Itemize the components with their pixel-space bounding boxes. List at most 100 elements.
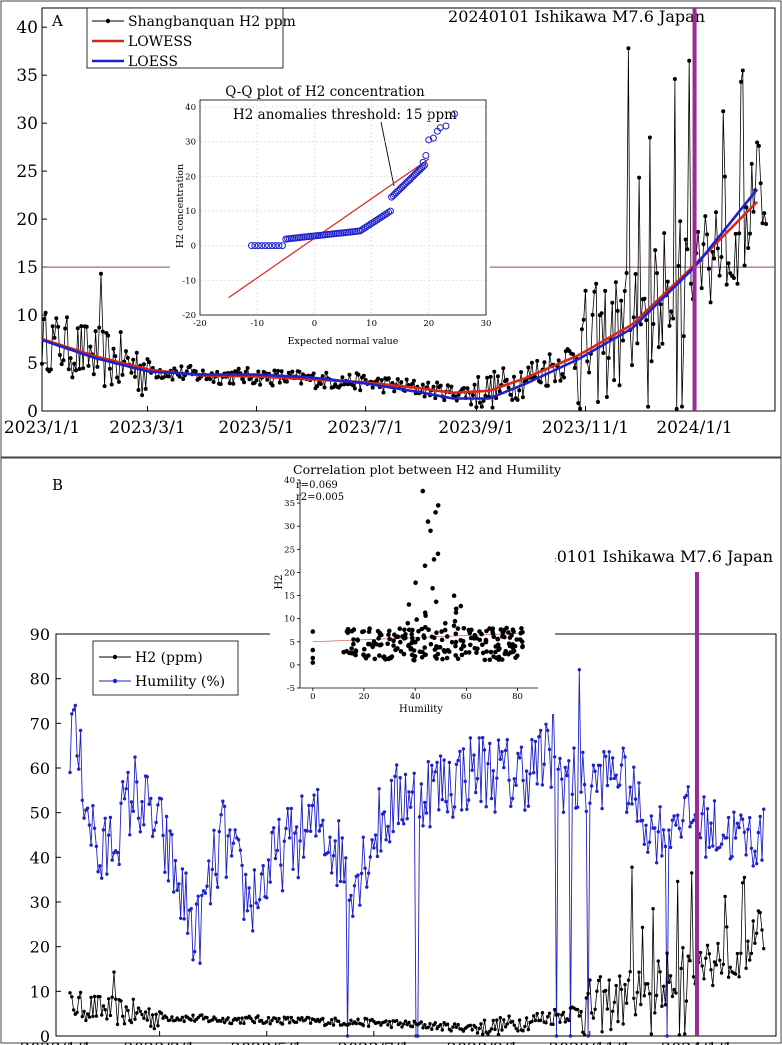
corr-point	[468, 642, 473, 648]
h2-point	[435, 380, 440, 385]
h2-ppm-point	[721, 962, 725, 966]
h2-point	[703, 214, 708, 219]
humidity-point	[395, 763, 399, 767]
qq-point	[272, 242, 279, 250]
corr-point	[344, 648, 350, 654]
h2-ppm-point	[407, 1020, 411, 1025]
corr-point	[449, 639, 455, 645]
humidity-point	[568, 1034, 573, 1038]
corr-point	[385, 641, 391, 647]
h2-ppm-point	[517, 1018, 522, 1022]
humidity-point	[561, 810, 566, 814]
h2-point	[519, 370, 524, 375]
h2-ppm-point	[523, 1024, 527, 1029]
humidity-point	[98, 864, 102, 868]
humidity-point	[742, 830, 747, 834]
corr-point	[412, 657, 417, 663]
h2-point	[318, 382, 323, 386]
corr-xtick-label: 40	[410, 692, 421, 702]
h2-ppm-point	[709, 968, 713, 972]
h2-point	[227, 381, 232, 386]
humidity-point	[212, 828, 216, 832]
h2-ppm-point	[670, 994, 675, 999]
corr-point	[480, 642, 485, 648]
h2-point	[501, 366, 506, 371]
humidity-point	[363, 866, 367, 870]
h2-point	[54, 316, 59, 321]
h2-point	[442, 398, 447, 403]
h2-ppm-point	[516, 1029, 520, 1033]
h2-point	[120, 372, 125, 377]
h2-point	[680, 404, 684, 409]
h2-point	[48, 367, 53, 372]
h2-ppm-point	[410, 1024, 415, 1029]
h2-point	[538, 380, 543, 385]
qq-point	[381, 211, 389, 219]
h2-ppm-point	[242, 1021, 246, 1026]
qq-point	[419, 158, 427, 166]
h2-point	[422, 394, 427, 399]
a-ytick-label: 0	[27, 402, 38, 422]
humidity-point	[333, 839, 337, 843]
corr-point	[491, 634, 497, 640]
qq-point	[386, 207, 394, 215]
a-xtick-label: 2023/7/1	[327, 418, 403, 438]
h2-ppm-point	[159, 1011, 164, 1015]
humidity-point	[600, 806, 604, 811]
corr-point	[459, 652, 465, 658]
corr-point	[442, 627, 448, 633]
h2-point	[621, 338, 625, 343]
h2-ppm-point	[77, 995, 81, 1000]
humidity-point	[726, 815, 731, 820]
h2-ppm-point	[663, 1003, 668, 1007]
panel-b-frame	[0, 457, 782, 1044]
h2-point	[708, 300, 713, 305]
h2-ppm-point	[668, 974, 673, 978]
humidity-point	[611, 756, 615, 760]
h2-point	[116, 379, 121, 384]
h2-point	[320, 374, 325, 379]
humidity-point	[193, 949, 197, 954]
humidity-point	[465, 807, 469, 811]
humidity-point	[161, 833, 165, 838]
h2-ppm-point	[140, 1012, 144, 1017]
humidity-point	[758, 814, 762, 819]
humidity-point	[467, 798, 471, 802]
humidity-point	[200, 893, 204, 898]
h2-point	[97, 325, 102, 330]
humidity-point	[660, 854, 664, 858]
humidity-point	[175, 888, 179, 892]
h2-point	[379, 378, 384, 383]
h2-point	[529, 360, 534, 365]
qq-ytick-label: 0	[191, 242, 196, 252]
corr-point	[490, 626, 496, 631]
b-ytick-label: 40	[30, 848, 50, 867]
h2-point	[245, 366, 250, 370]
humidity-point	[150, 834, 155, 839]
corr-point	[415, 636, 421, 642]
corr-point	[446, 649, 452, 654]
h2-ppm-point	[454, 1025, 459, 1030]
h2-ppm-point	[150, 1013, 155, 1017]
h2-ppm-point	[105, 1017, 109, 1021]
h2-ppm-point	[744, 966, 748, 970]
corr-xtick-label: 80	[512, 692, 523, 702]
qq-plot-inset: Q-Q plot of H2 concentration H2 anomalie…	[170, 80, 491, 350]
h2-ppm-point	[651, 907, 655, 911]
humidity-point	[393, 774, 397, 779]
humidity-point	[575, 805, 580, 809]
corr-point	[499, 657, 505, 662]
humidity-point	[133, 755, 137, 759]
h2-point	[553, 379, 558, 384]
humidity-point	[236, 838, 241, 842]
h2-point	[61, 358, 66, 363]
humidity-point	[472, 753, 476, 757]
h2-ppm-point	[582, 1033, 587, 1037]
qq-point	[422, 152, 430, 159]
h2-ppm-point	[691, 975, 696, 979]
panel-a-label: A	[51, 12, 63, 30]
humidity-point	[233, 828, 237, 832]
humidity-point	[391, 829, 395, 834]
humidity-point	[572, 746, 576, 750]
humidity-point	[298, 839, 302, 843]
